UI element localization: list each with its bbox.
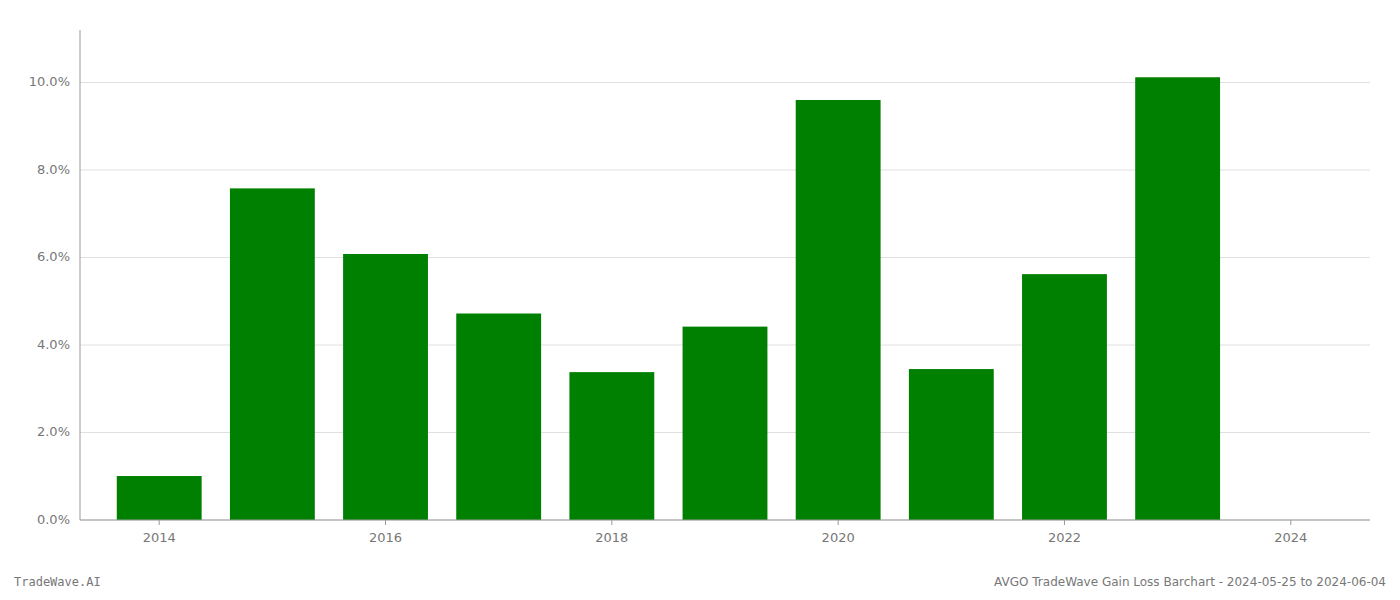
x-tick-mark	[1290, 520, 1291, 525]
y-tick-label: 8.0%	[37, 162, 70, 177]
footer-annotation: TradeWave.AI	[14, 575, 101, 589]
x-tick-label: 2020	[822, 530, 855, 545]
x-tick-mark	[838, 520, 839, 525]
bar	[117, 476, 202, 520]
x-tick-mark	[159, 520, 160, 525]
bar	[343, 254, 428, 520]
chart-svg: 0.0% 2.0% 4.0% 6.0% 8.0% 10.0% 2014 2016 2018 202…	[0, 0, 1400, 600]
y-tick-label: 0.0%	[37, 512, 70, 527]
x-tick-label: 2024	[1274, 530, 1307, 545]
bar	[1135, 77, 1220, 520]
footer-annotation: AVGO TradeWave Gain Loss Barchart - 2024…	[994, 575, 1386, 589]
bars	[117, 77, 1220, 520]
x-tick-mark	[385, 520, 386, 525]
x-axis-line	[80, 520, 1370, 521]
x-tick-label: 2016	[369, 530, 402, 545]
x-tick-mark	[611, 520, 612, 525]
grid-line	[80, 520, 1370, 521]
y-tick-label: 2.0%	[37, 424, 70, 439]
y-axis-line	[80, 30, 81, 520]
y-tick-label: 10.0%	[29, 74, 70, 89]
y-tick-label: 6.0%	[37, 249, 70, 264]
x-tick-mark	[1064, 520, 1065, 525]
bar	[683, 327, 768, 520]
y-tick-label: 4.0%	[37, 337, 70, 352]
bar	[796, 100, 881, 520]
chart-container: 0.0% 2.0% 4.0% 6.0% 8.0% 10.0% 2014 2016 2018 202…	[0, 0, 1400, 600]
bar	[456, 314, 541, 521]
x-tick-label: 2014	[143, 530, 176, 545]
x-tick-label: 2022	[1048, 530, 1081, 545]
bar	[569, 372, 654, 520]
bar	[909, 369, 994, 520]
bar	[1022, 274, 1107, 520]
background	[0, 0, 1400, 600]
x-tick-label: 2018	[595, 530, 628, 545]
bar	[230, 188, 315, 520]
